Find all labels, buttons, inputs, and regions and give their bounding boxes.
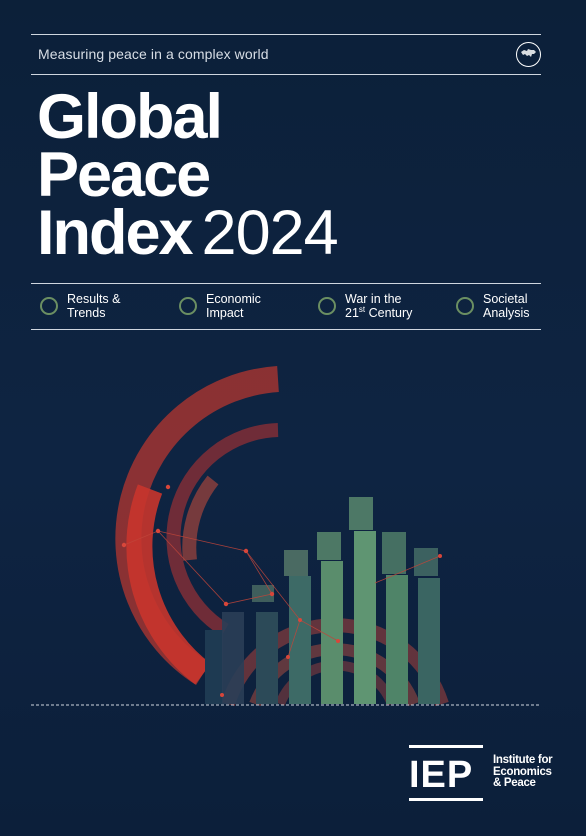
section-economic-impact: Economic Impact xyxy=(179,290,306,322)
globe-icon xyxy=(516,42,541,67)
bar xyxy=(354,531,376,704)
sections-bottom-rule xyxy=(31,329,541,330)
section-war-21st-century: War in the 21st Century xyxy=(318,290,445,322)
circle-icon xyxy=(318,297,336,315)
bar xyxy=(205,630,223,704)
inner-arc xyxy=(166,423,279,636)
section-label: Results & Trends xyxy=(67,292,121,320)
iep-logo: IEP Institute for Economics & Peace xyxy=(409,745,559,803)
tagline: Measuring peace in a complex world xyxy=(38,46,269,62)
bar-cap xyxy=(349,497,373,530)
bar xyxy=(386,575,408,704)
title-line-2: Peace xyxy=(37,140,211,210)
header-rule xyxy=(31,74,541,75)
report-title: Global Peace Index 2024 xyxy=(37,82,339,265)
outer-arc-highlight xyxy=(126,484,212,685)
circle-icon xyxy=(40,297,58,315)
bar-cap xyxy=(317,532,341,560)
bar xyxy=(222,612,244,704)
iep-logo-name: Institute for Economics & Peace xyxy=(493,754,553,789)
bar xyxy=(321,561,343,704)
bar-cap xyxy=(284,550,308,576)
connector-dots xyxy=(121,484,442,697)
top-rule xyxy=(31,34,541,35)
cover-graphic xyxy=(31,366,541,707)
section-results-trends: Results & Trends xyxy=(40,290,167,322)
section-label: War in the 21st Century xyxy=(345,292,413,320)
inner-arc-highlight xyxy=(182,475,219,561)
bar-cap xyxy=(252,585,274,602)
section-list: Results & Trends Economic Impact War in … xyxy=(40,290,550,322)
bar xyxy=(289,576,311,704)
sections-top-rule xyxy=(31,283,541,284)
bar xyxy=(418,578,440,704)
title-line-1: Global xyxy=(37,82,223,152)
title-year: 2024 xyxy=(201,198,339,268)
section-label: Economic Impact xyxy=(206,292,261,320)
iep-logo-letters: IEP xyxy=(409,745,483,801)
section-societal-analysis: Societal Analysis xyxy=(456,290,583,322)
section-label: Societal Analysis xyxy=(483,292,530,320)
bar-cap xyxy=(382,532,406,574)
bar-group xyxy=(205,497,440,704)
title-line-3: Index 2024 xyxy=(37,202,339,265)
circle-icon xyxy=(456,297,474,315)
title-word-index: Index xyxy=(37,198,194,268)
bar xyxy=(256,612,278,704)
circle-icon xyxy=(179,297,197,315)
